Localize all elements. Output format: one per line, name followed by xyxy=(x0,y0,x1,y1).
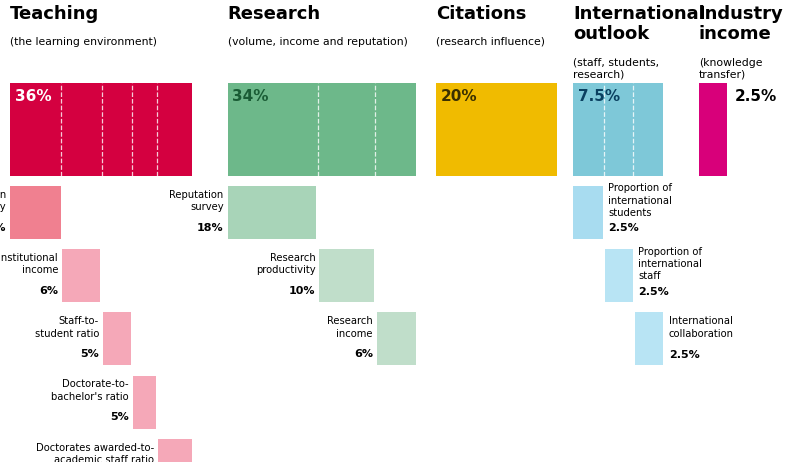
Text: Proportion of
international
students: Proportion of international students xyxy=(608,183,673,218)
Text: Doctorate-to-
bachelor's ratio: Doctorate-to- bachelor's ratio xyxy=(51,379,129,402)
Text: Research
income: Research income xyxy=(327,316,373,339)
Bar xyxy=(133,376,156,429)
Bar xyxy=(103,312,131,365)
Text: Industry
income: Industry income xyxy=(699,5,783,43)
Bar xyxy=(635,312,663,365)
Text: 10%: 10% xyxy=(289,286,316,296)
Bar xyxy=(10,186,61,239)
Text: (research influence): (research influence) xyxy=(436,37,546,47)
Text: Teaching: Teaching xyxy=(10,5,100,23)
Bar xyxy=(10,83,192,176)
Text: Reputation
survey: Reputation survey xyxy=(170,189,224,212)
Text: Research
productivity: Research productivity xyxy=(256,253,316,275)
Bar xyxy=(158,439,192,462)
Text: Reputation
survey: Reputation survey xyxy=(0,189,6,212)
Text: 2.5%: 2.5% xyxy=(608,224,639,233)
Text: 2.5%: 2.5% xyxy=(638,287,669,297)
Bar xyxy=(573,186,603,239)
Text: 2.5%: 2.5% xyxy=(669,350,699,360)
Text: Research: Research xyxy=(228,5,321,23)
Text: (staff, students,
research): (staff, students, research) xyxy=(573,58,659,79)
Text: 36%: 36% xyxy=(15,89,52,103)
Text: (knowledge
transfer): (knowledge transfer) xyxy=(699,58,762,79)
Bar xyxy=(62,249,100,302)
Text: 7.5%: 7.5% xyxy=(578,89,620,103)
Text: 2.5%: 2.5% xyxy=(735,89,777,103)
Text: International
outlook: International outlook xyxy=(573,5,705,43)
Text: 5%: 5% xyxy=(110,413,129,422)
Bar xyxy=(228,83,416,176)
Text: 6%: 6% xyxy=(39,286,58,296)
Bar xyxy=(436,83,557,176)
Text: 5%: 5% xyxy=(80,349,99,359)
Text: Proportion of
international
staff: Proportion of international staff xyxy=(638,247,703,281)
Text: 6%: 6% xyxy=(354,349,373,359)
Text: Doctorates awarded-to-
academic staff ratio: Doctorates awarded-to- academic staff ra… xyxy=(35,443,154,462)
Text: (the learning environment): (the learning environment) xyxy=(10,37,157,47)
Bar xyxy=(377,312,416,365)
Bar xyxy=(605,249,633,302)
Bar xyxy=(573,83,663,176)
Text: Institutional
income: Institutional income xyxy=(0,253,58,275)
Bar xyxy=(699,83,727,176)
Text: 18%: 18% xyxy=(197,223,224,232)
Text: 34%: 34% xyxy=(232,89,268,103)
Text: Citations: Citations xyxy=(436,5,527,23)
Text: Staff-to-
student ratio: Staff-to- student ratio xyxy=(35,316,99,339)
Bar xyxy=(319,249,374,302)
Text: 15%: 15% xyxy=(0,223,6,232)
Text: International
collaboration: International collaboration xyxy=(669,316,734,339)
Text: 20%: 20% xyxy=(441,89,478,103)
Text: (volume, income and reputation): (volume, income and reputation) xyxy=(228,37,407,47)
Bar xyxy=(228,186,316,239)
